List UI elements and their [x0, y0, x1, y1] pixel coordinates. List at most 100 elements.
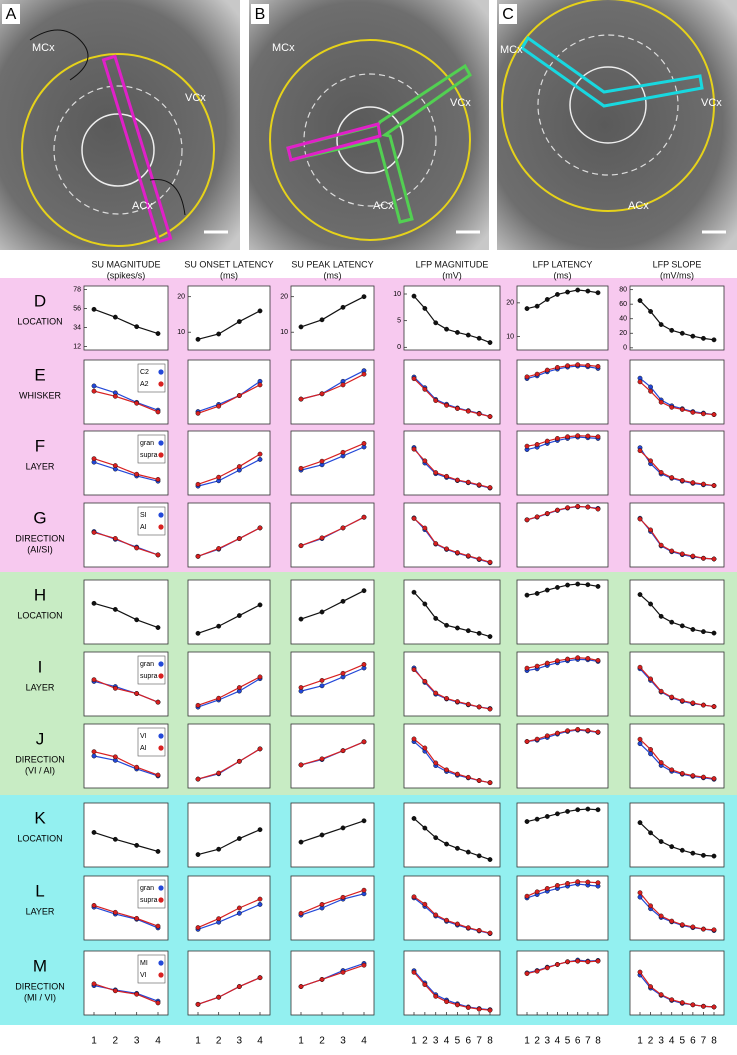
- y-tick-label: 0: [623, 345, 627, 352]
- data-point: [637, 664, 643, 670]
- data-point: [555, 585, 560, 590]
- data-point: [711, 927, 717, 933]
- data-point: [444, 696, 449, 701]
- data-point: [648, 458, 653, 464]
- y-tick-label: 10: [177, 329, 185, 336]
- data-point: [236, 393, 242, 398]
- legend-label: VI: [140, 972, 147, 979]
- legend-label: gran: [140, 885, 154, 892]
- data-point: [690, 409, 696, 415]
- data-point: [476, 928, 482, 933]
- plot: [516, 579, 609, 645]
- data-point: [565, 959, 570, 965]
- data-point: [236, 536, 242, 541]
- data-point: [690, 333, 696, 339]
- data-point: [575, 287, 581, 293]
- outer-ring: [269, 39, 471, 241]
- legend-label: supra: [140, 673, 158, 680]
- series-line: [300, 446, 365, 471]
- data-point: [524, 306, 530, 311]
- data-point: [216, 623, 222, 629]
- image-panel: B MCx VCx ACx: [249, 0, 489, 250]
- plot: [629, 651, 725, 717]
- data-point: [134, 691, 140, 696]
- data-point: [298, 324, 304, 330]
- data-point: [465, 628, 471, 634]
- data-point: [298, 762, 304, 768]
- data-point: [565, 728, 570, 734]
- plot: [187, 802, 271, 868]
- row-letter: I: [38, 657, 43, 676]
- legend-label: SI: [140, 512, 147, 519]
- row-letter: D: [34, 291, 46, 310]
- plot-area: [187, 950, 271, 1016]
- series-line: [197, 676, 261, 706]
- row-letter: H: [34, 585, 46, 604]
- data-point: [658, 992, 664, 998]
- data-point: [433, 912, 439, 918]
- x-tick-label: 8: [487, 1036, 493, 1047]
- plot: [187, 579, 271, 645]
- data-point: [669, 918, 675, 924]
- x-tick-label: 5: [680, 1036, 686, 1047]
- data-point: [690, 553, 696, 559]
- legend-label: AI: [140, 745, 147, 752]
- series-line: [197, 458, 261, 487]
- data-point: [476, 704, 482, 710]
- data-point: [669, 404, 675, 410]
- data-point: [216, 403, 222, 409]
- data-point: [444, 326, 449, 332]
- data-point: [112, 909, 118, 915]
- dashed-ring: [303, 73, 437, 207]
- data-point: [340, 304, 346, 310]
- region-label: VCx: [701, 97, 722, 109]
- data-point: [112, 754, 118, 760]
- data-point: [112, 463, 118, 468]
- data-point: [575, 807, 581, 813]
- region-label: ACx: [132, 200, 153, 212]
- data-point: [112, 607, 118, 612]
- legend-swatch: [158, 369, 164, 375]
- data-point: [679, 551, 685, 557]
- data-point: [701, 555, 706, 561]
- series-line: [197, 604, 261, 634]
- region-label: MCx: [272, 42, 295, 54]
- data-point: [411, 736, 417, 742]
- data-point: [444, 999, 449, 1005]
- x-tick-label: 4: [555, 1036, 561, 1047]
- plot: 10 20: [280, 285, 375, 351]
- y-tick-label: 12: [73, 343, 81, 350]
- data-point: [658, 613, 664, 619]
- data-point: [585, 879, 591, 885]
- x-tick-label: 8: [711, 1036, 717, 1047]
- data-point: [216, 331, 222, 337]
- plot: [290, 502, 375, 568]
- data-point: [91, 388, 97, 394]
- data-point: [679, 771, 685, 776]
- plot-area: [187, 285, 271, 351]
- legend-label: C2: [140, 369, 149, 376]
- row-name: DIRECTION: [15, 754, 65, 764]
- data-point: [544, 511, 550, 516]
- data-point: [595, 807, 601, 813]
- legend-swatch: [158, 452, 164, 458]
- x-tick-label: 3: [433, 1036, 439, 1047]
- data-point: [257, 602, 263, 608]
- data-point: [544, 297, 550, 302]
- series-line: [300, 893, 365, 916]
- data-point: [236, 319, 242, 324]
- plot: [403, 802, 501, 868]
- border: [29, 29, 89, 81]
- data-point: [155, 923, 161, 929]
- data-point: [340, 670, 346, 676]
- plot-area: [290, 359, 375, 425]
- data-point: [669, 844, 675, 850]
- x-tick-label: 5: [565, 1036, 571, 1047]
- data-point: [595, 506, 601, 512]
- data-point: [361, 662, 367, 667]
- data-point: [575, 879, 581, 885]
- data-point: [595, 658, 601, 663]
- data-point: [544, 660, 550, 666]
- data-point: [534, 663, 540, 669]
